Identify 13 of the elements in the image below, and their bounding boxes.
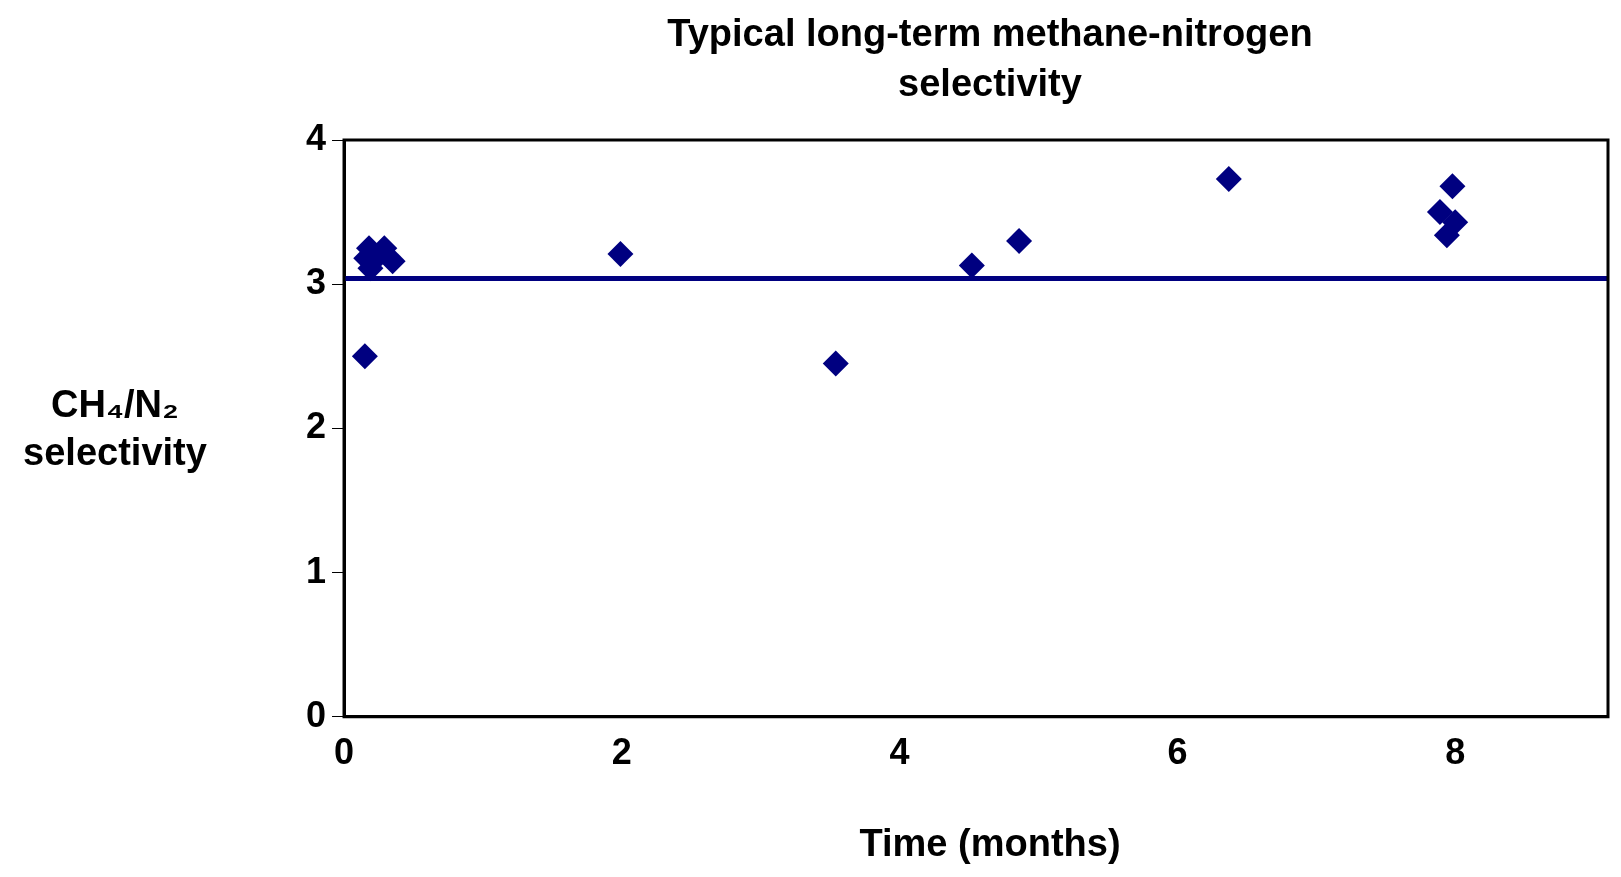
y-tick-label: 1 (305, 549, 327, 591)
x-tick-label: 4 (889, 731, 910, 773)
y-tick-label: 2 (305, 405, 327, 447)
x-tick-label: 0 (334, 731, 355, 773)
x-tick-label: 8 (1445, 731, 1466, 773)
chart-title: Typical long-term methane-nitrogen selectivity (666, 11, 1314, 106)
y-tick-label: 0 (305, 693, 327, 735)
x-axis-title: Time (months) (858, 822, 1122, 865)
x-tick-label: 6 (1167, 731, 1188, 773)
y-tick-label: 4 (305, 116, 327, 158)
y-axis-title: CH₄/N₂ selectivity (22, 382, 208, 475)
x-tick-label: 2 (611, 731, 632, 773)
y-tick-label: 3 (305, 261, 327, 303)
